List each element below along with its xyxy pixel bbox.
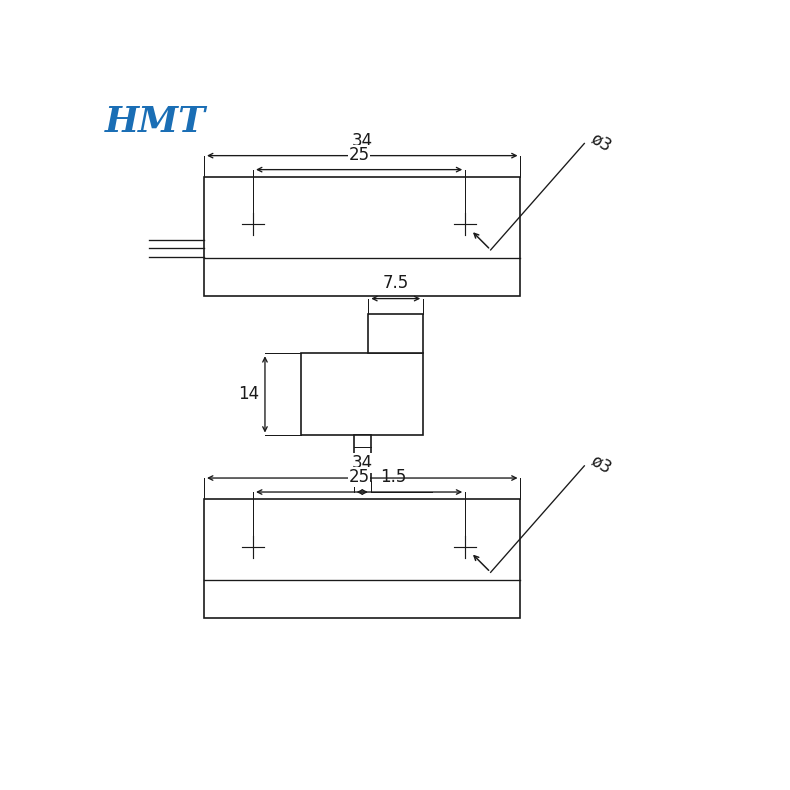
Text: 25: 25 — [348, 468, 370, 486]
Text: 34: 34 — [352, 454, 373, 472]
Text: 1.5: 1.5 — [380, 468, 406, 486]
Text: 7.5: 7.5 — [382, 274, 409, 292]
Text: 14: 14 — [238, 386, 259, 404]
Text: HMT: HMT — [105, 105, 206, 139]
Text: ø3: ø3 — [588, 130, 615, 155]
Bar — [368, 314, 423, 353]
Bar — [204, 499, 521, 618]
Text: ø3: ø3 — [588, 452, 615, 478]
Bar — [354, 435, 371, 481]
Text: 25: 25 — [348, 145, 370, 164]
Bar — [204, 177, 521, 295]
Bar — [302, 353, 423, 435]
Text: 34: 34 — [352, 132, 373, 149]
